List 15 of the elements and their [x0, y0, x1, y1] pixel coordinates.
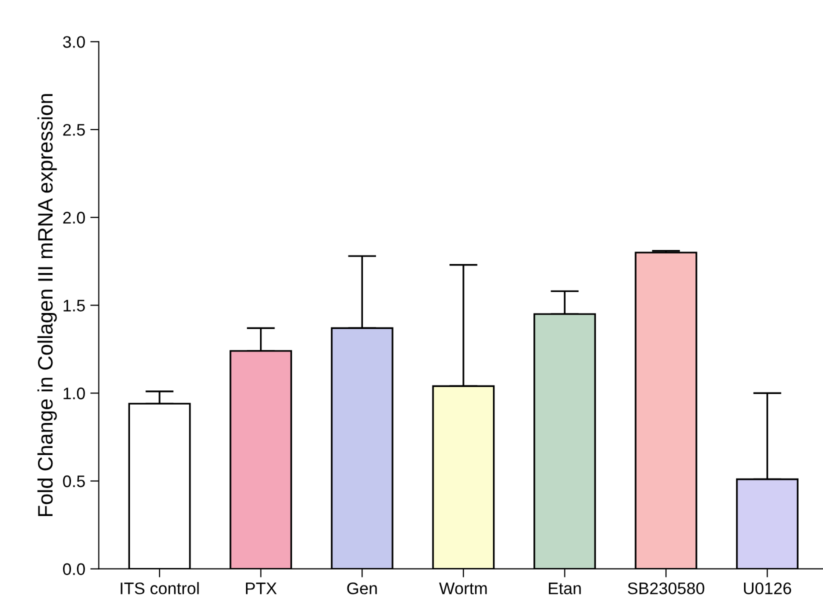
y-tick-label: 3.0	[63, 36, 85, 48]
x-tick-label: U0126	[744, 582, 792, 594]
x-tick-label: Wortm	[439, 582, 487, 594]
y-tick-label: 2.0	[63, 212, 85, 224]
y-tick-label: 1.0	[64, 388, 85, 400]
y-tick-label: 1.5	[64, 300, 85, 312]
x-tick-label: Gen	[347, 582, 377, 594]
y-tick-label: 2.5	[63, 124, 85, 136]
y-axis-title: Fold Change in Collagen III mRNA expression	[37, 94, 57, 516]
y-tick-label: 0.5	[63, 475, 85, 488]
x-tick-label: PTX	[246, 582, 277, 594]
x-tick-label: SB230580	[628, 582, 704, 594]
y-tick-label: 0.0	[63, 563, 85, 576]
x-tick-label: Etan	[548, 582, 581, 594]
x-tick-label: ITS control	[120, 582, 199, 594]
